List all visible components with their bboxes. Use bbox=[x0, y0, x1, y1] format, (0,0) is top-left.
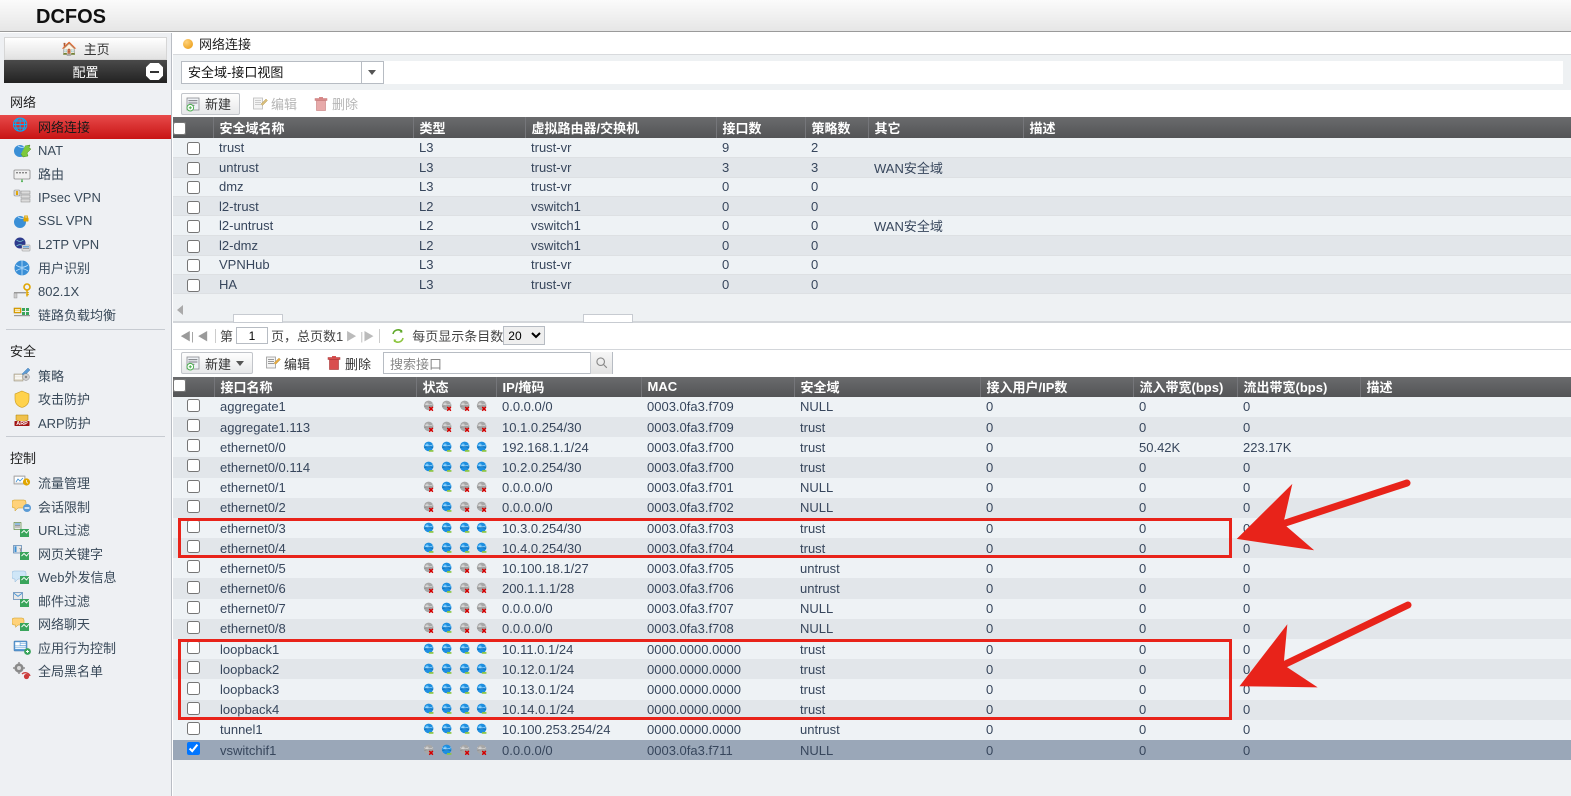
svg-text:T: T bbox=[19, 548, 22, 553]
svg-text:ARP: ARP bbox=[16, 421, 28, 427]
